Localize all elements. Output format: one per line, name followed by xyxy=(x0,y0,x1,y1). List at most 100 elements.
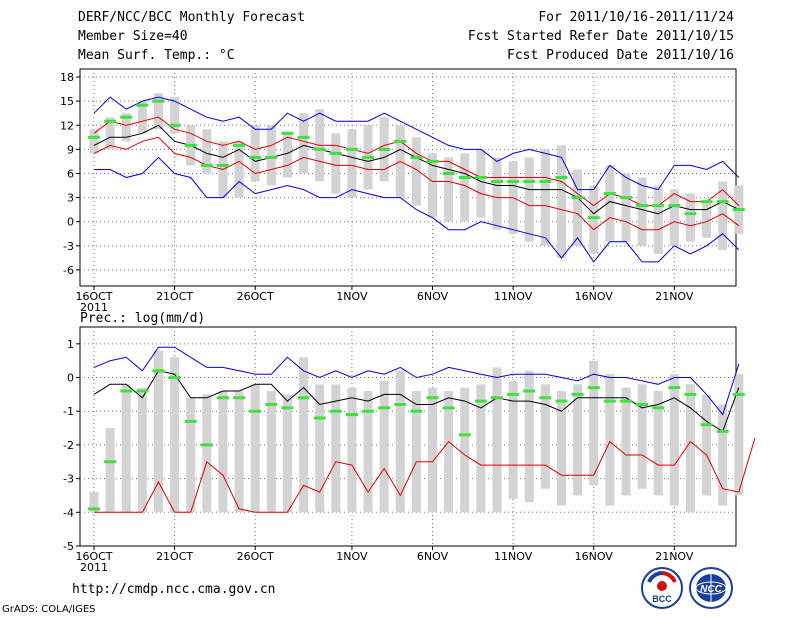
observed-mark xyxy=(88,507,100,511)
y-tick-label: 6 xyxy=(67,167,74,180)
spread-box xyxy=(540,149,550,246)
observed-mark xyxy=(684,212,697,216)
x-tick-label: 1NOV xyxy=(336,290,368,303)
spread-box xyxy=(685,384,695,513)
observed-mark xyxy=(265,155,278,159)
x-tick-label: 16OCT xyxy=(75,550,112,563)
spread-box xyxy=(605,165,615,242)
y-tick-label: -5 xyxy=(63,540,74,553)
footer-url[interactable]: http://cmdp.ncc.cma.gov.cn xyxy=(72,582,276,597)
observed-mark xyxy=(233,143,246,147)
forecast-period-label: For 2011/10/16-2011/11/24 xyxy=(538,10,734,25)
observed-mark xyxy=(281,406,294,410)
observed-mark xyxy=(120,389,133,393)
member-size-label: Member Size=40 xyxy=(78,29,188,44)
x-tick-label: 6NOV xyxy=(417,550,449,563)
spread-box xyxy=(476,149,486,218)
spread-box xyxy=(121,113,131,142)
observed-mark xyxy=(652,406,665,410)
variable-label: Mean Surf. Temp.: °C xyxy=(78,48,235,63)
observed-mark xyxy=(442,171,455,175)
y-tick-label: 0 xyxy=(67,372,74,385)
observed-mark xyxy=(491,180,503,184)
observed-mark xyxy=(523,389,536,393)
y-tick-label: -1 xyxy=(63,405,74,418)
spread-box xyxy=(637,384,647,489)
observed-mark xyxy=(249,155,262,159)
series-line-ensemble-maximum xyxy=(93,346,740,416)
observed-mark xyxy=(168,376,181,380)
y-tick-label: 18 xyxy=(60,71,74,84)
x-tick-label: 26OCT xyxy=(237,290,274,303)
spread-box xyxy=(347,387,357,513)
observed-mark xyxy=(442,406,455,410)
spread-box xyxy=(234,391,244,513)
observed-mark xyxy=(410,155,423,159)
spread-box xyxy=(669,189,679,246)
spread-box xyxy=(734,374,744,496)
observed-mark xyxy=(474,399,487,403)
spread-box xyxy=(444,391,454,513)
spread-box xyxy=(428,387,438,513)
series-line-ensemble-maximum xyxy=(93,96,740,191)
spread-box xyxy=(250,125,260,182)
spread-box xyxy=(637,177,647,246)
spread-box xyxy=(250,384,260,513)
observed-mark xyxy=(507,392,520,396)
x-tick-label: 16OCT xyxy=(75,290,112,303)
observed-mark xyxy=(539,396,552,400)
spread-box xyxy=(411,391,421,513)
spread-box xyxy=(492,367,502,513)
observed-mark xyxy=(700,423,713,427)
observed-mark xyxy=(523,180,536,184)
observed-mark xyxy=(732,208,745,212)
spread-box xyxy=(476,384,486,513)
spread-box xyxy=(218,391,228,513)
spread-box xyxy=(153,350,163,513)
observed-mark xyxy=(345,147,358,151)
y-tick-label: -6 xyxy=(63,264,74,277)
y-tick-label: 0 xyxy=(67,216,74,229)
observed-mark xyxy=(152,99,165,103)
observed-mark xyxy=(216,396,229,400)
observed-mark xyxy=(636,402,649,406)
fcst-produced-label: Fcst Produced Date 2011/10/16 xyxy=(507,48,734,63)
observed-mark xyxy=(587,216,600,220)
spread-box xyxy=(137,101,147,134)
spread-box xyxy=(105,428,115,513)
observed-mark xyxy=(297,135,310,139)
spread-box xyxy=(718,404,728,506)
observed-mark xyxy=(152,369,165,373)
observed-mark xyxy=(184,419,197,423)
series-line-upper-member-band xyxy=(93,116,740,207)
y-tick-label: -3 xyxy=(63,473,74,486)
spread-box xyxy=(573,169,583,246)
spread-box xyxy=(621,173,631,242)
x-tick-label: 16NOV xyxy=(575,290,614,303)
observed-mark xyxy=(571,392,584,396)
plot-frame xyxy=(79,68,737,287)
spread-box xyxy=(460,153,470,222)
observed-mark xyxy=(281,131,294,135)
observed-mark xyxy=(587,386,600,390)
panel-subtitle: Prec.: log(mm/d) xyxy=(80,311,205,326)
x-tick-label: 11NOV xyxy=(494,550,533,563)
svg-text:BCC: BCC xyxy=(652,594,672,604)
y-tick-label: 12 xyxy=(60,119,74,132)
svg-text:NCC: NCC xyxy=(700,584,722,595)
spread-box xyxy=(524,370,534,503)
spread-box xyxy=(137,387,147,513)
observed-mark xyxy=(426,396,439,400)
spread-box xyxy=(589,360,599,486)
observed-mark xyxy=(88,135,100,139)
x-tick-label: 21OCT xyxy=(156,550,193,563)
observed-mark xyxy=(571,196,584,200)
x-tick-label: 21OCT xyxy=(156,290,193,303)
spread-box xyxy=(282,133,292,178)
series-line-lower-member-band xyxy=(93,136,740,231)
spread-box xyxy=(653,185,663,254)
x-tick-label: 6NOV xyxy=(417,290,449,303)
series-line-member-band xyxy=(94,438,756,513)
